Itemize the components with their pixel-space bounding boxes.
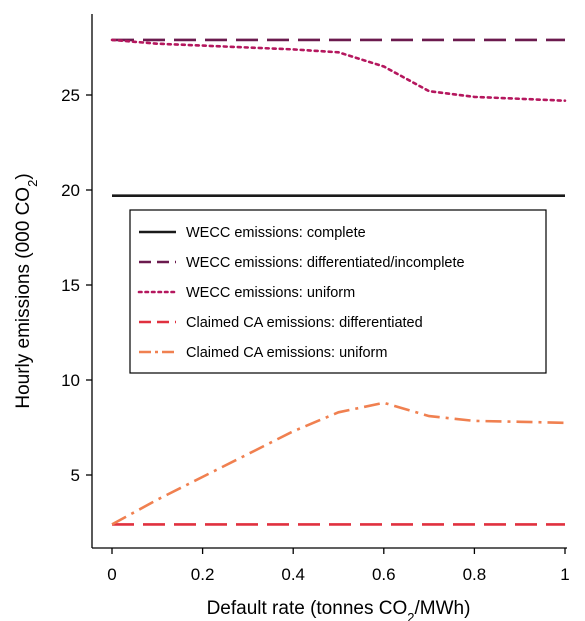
series-lines [110,38,567,526]
legend-box [129,209,547,374]
y-axis-ticks: 5 10 15 20 25 [61,86,92,485]
series-line [111,401,566,526]
axes [91,14,567,549]
legend-label: Claimed CA emissions: differentiated [186,315,423,331]
x-tick-label: 0.6 [372,565,396,584]
x-tick-label: 0.8 [463,565,487,584]
x-tick-label: 0 [107,565,116,584]
x-axis-ticks: 0 0.2 0.4 0.6 0.8 1 [107,548,570,584]
y-tick-label: 25 [61,86,80,105]
y-axis-label: Hourly emissions (000 CO2) [13,173,40,408]
legend: WECC emissions: complete WECC emissions: … [129,209,547,374]
x-tick-label: 0.2 [191,565,215,584]
series-line [110,38,567,102]
x-axis-label: Default rate (tonnes CO2/MWh) [207,598,471,621]
legend-label: Claimed CA emissions: uniform [186,345,387,361]
legend-label: WECC emissions: differentiated/incomplet… [186,255,465,271]
x-tick-label: 1 [560,565,569,584]
legend-label: WECC emissions: uniform [186,285,355,301]
y-tick-label: 5 [71,466,80,485]
y-tick-label: 10 [61,371,80,390]
y-tick-label: 20 [61,181,80,200]
y-tick-label: 15 [61,276,80,295]
x-tick-label: 0.4 [281,565,305,584]
legend-label: WECC emissions: complete [186,225,366,241]
